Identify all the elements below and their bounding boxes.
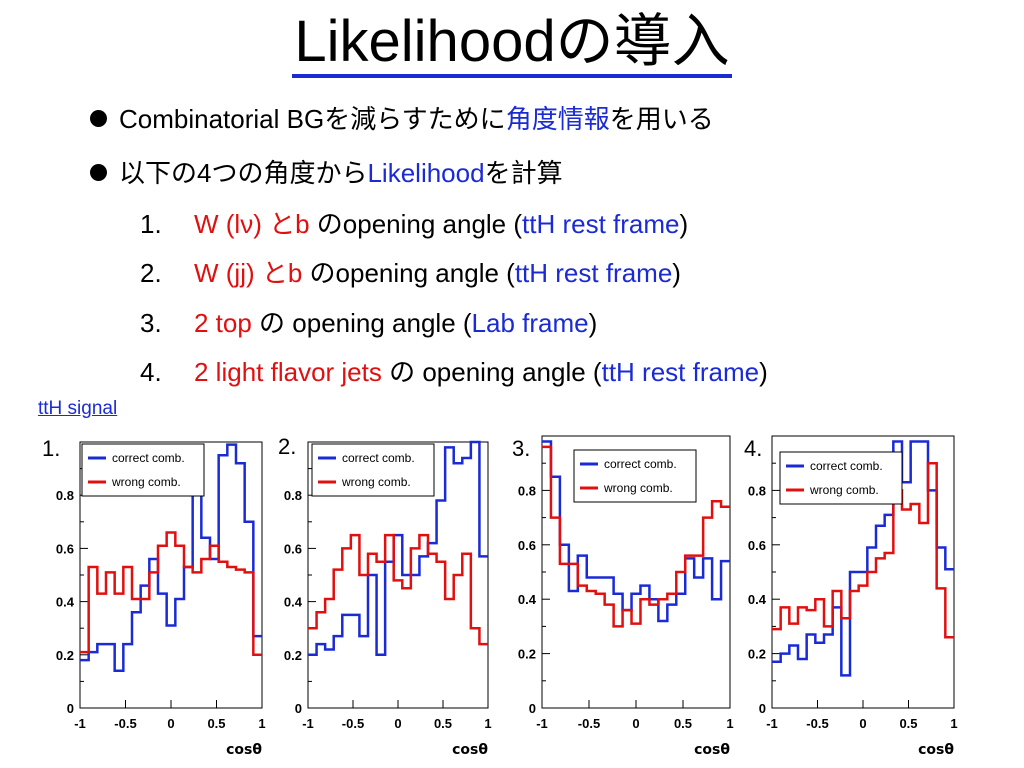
x-tick-label: 1 <box>950 716 957 731</box>
y-tick-label: 0.4 <box>518 592 537 607</box>
legend-label: correct comb. <box>342 451 415 465</box>
y-tick-label: 0.8 <box>518 483 536 498</box>
x-tick-label: 0.5 <box>899 716 917 731</box>
x-tick-label: 1 <box>726 716 733 731</box>
y-tick-label: 0.4 <box>56 595 75 610</box>
x-tick-label: 0.5 <box>674 716 692 731</box>
legend: correct comb. wrong comb. <box>573 449 697 503</box>
slide-title-text: Likelihoodの導入 <box>292 9 732 78</box>
histogram-2: 0 0.2 0.4 0.6 0.8 -1 -0.5 0 0.5 1 cosθ correct comb… <box>284 440 492 758</box>
slide-title: Likelihoodの導入 <box>0 6 1024 78</box>
legend-label: correct comb. <box>112 451 185 465</box>
legend-box <box>81 443 205 497</box>
x-tick-label: 0.5 <box>207 716 225 731</box>
bullet-2: 以下の4つの角度からLikelihoodを計算 <box>90 156 563 190</box>
x-tick-label: -1 <box>74 716 86 731</box>
x-tick-label: -0.5 <box>806 716 828 731</box>
histogram-series-correct <box>308 440 488 657</box>
x-axis-title: cosθ <box>918 742 954 758</box>
signal-link[interactable]: ttH signal <box>38 398 118 419</box>
x-tick-label: -0.5 <box>342 716 364 731</box>
histogram-1: 0 0.2 0.4 0.6 0.8 -1 -0.5 0 0.5 1 cosθ correct comb… <box>56 441 266 758</box>
y-tick-label: 0.6 <box>748 538 766 553</box>
x-axis-title: cosθ <box>226 742 262 758</box>
x-tick-label: 0 <box>167 716 174 731</box>
histogram-series-wrong <box>772 461 954 639</box>
legend-label: wrong comb. <box>603 481 673 495</box>
histogram-3: 0 0.2 0.4 0.6 0.8 -1 -0.5 0 0.5 1 cosθ correct comb… <box>518 435 734 758</box>
y-tick-label: 0.6 <box>518 538 536 553</box>
x-tick-label: -1 <box>766 716 778 731</box>
histogram-series-wrong <box>542 445 730 628</box>
legend: correct comb. wrong comb. <box>81 443 205 497</box>
x-tick-label: -1 <box>302 716 314 731</box>
item-2: 2. W (jj) とb のopening angle (ttH rest fra… <box>140 258 681 288</box>
histogram-series-correct <box>772 440 954 677</box>
x-tick-label: -0.5 <box>114 716 136 731</box>
legend: correct comb. wrong comb. <box>311 443 435 497</box>
x-axis-title: cosθ <box>694 742 730 758</box>
legend-box <box>311 443 435 497</box>
panel-label: 1. <box>42 436 61 461</box>
histogram-panel-1: 1. 0 0.2 0.4 0.6 0.8 -1 -0.5 0 0.5 1 cosθ correct c… <box>38 420 278 768</box>
y-tick-label: 0.2 <box>748 647 766 662</box>
y-tick-label: 0.2 <box>56 648 74 663</box>
item-1: 1. W (lν) とb のopening angle (ttH rest fra… <box>140 209 689 239</box>
y-tick-label: 0 <box>67 701 74 716</box>
x-tick-label: 0 <box>632 716 639 731</box>
y-tick-label: 0.6 <box>284 541 302 556</box>
x-tick-label: 0 <box>394 716 401 731</box>
panel-label: 3. <box>512 436 531 461</box>
x-tick-label: -0.5 <box>578 716 600 731</box>
x-tick-label: -1 <box>536 716 548 731</box>
histogram-panel-3: 3. 0 0.2 0.4 0.6 0.8 -1 -0.5 0 0.5 1 cosθ correct c… <box>506 420 746 768</box>
bullet-dot-icon <box>90 164 107 181</box>
histogram-4: 0 0.2 0.4 0.6 0.8 -1 -0.5 0 0.5 1 cosθ correct comb… <box>748 435 958 758</box>
y-tick-label: 0.4 <box>284 595 303 610</box>
y-tick-label: 0 <box>529 701 536 716</box>
y-tick-label: 0.8 <box>56 488 74 503</box>
histogram-series-correct <box>542 440 730 623</box>
y-tick-label: 0.6 <box>56 541 74 556</box>
legend-label: correct comb. <box>604 457 677 471</box>
panel-label: 2. <box>278 434 297 459</box>
histogram-series-correct <box>80 443 262 673</box>
legend-label: wrong comb. <box>111 475 181 489</box>
y-tick-label: 0 <box>295 701 302 716</box>
legend-label: wrong comb. <box>809 483 879 497</box>
histogram-panel-2: 2. 0 0.2 0.4 0.6 0.8 -1 -0.5 0 0.5 1 cosθ correct c… <box>272 420 512 768</box>
x-axis-title: cosθ <box>452 742 488 758</box>
y-tick-label: 0.4 <box>748 592 767 607</box>
y-tick-label: 0 <box>759 701 766 716</box>
bullet-dot-icon <box>90 110 107 127</box>
item-3: 3. 2 top の opening angle (Lab frame) <box>140 308 598 338</box>
x-tick-label: 0 <box>859 716 866 731</box>
x-tick-label: 1 <box>484 716 491 731</box>
y-tick-label: 0.8 <box>748 483 766 498</box>
legend: correct comb. wrong comb. <box>779 451 903 505</box>
y-tick-label: 0.2 <box>284 648 302 663</box>
bullet-1: Combinatorial BGを減らすために角度情報を用いる <box>90 102 714 136</box>
panel-label: 4. <box>744 436 763 461</box>
histogram-panel-4: 4. 0 0.2 0.4 0.6 0.8 -1 -0.5 0 0.5 1 cosθ correct c… <box>740 420 980 768</box>
x-tick-label: 0.5 <box>434 716 452 731</box>
legend-label: correct comb. <box>810 459 883 473</box>
legend-label: wrong comb. <box>341 475 411 489</box>
histogram-series-wrong <box>308 533 488 646</box>
item-4: 4. 2 light flavor jets の opening angle (t… <box>140 357 768 387</box>
legend-box <box>779 451 903 505</box>
y-tick-label: 0.8 <box>284 488 302 503</box>
y-tick-label: 0.2 <box>518 647 536 662</box>
histogram-series-wrong <box>80 531 262 657</box>
x-tick-label: 1 <box>258 716 265 731</box>
legend-box <box>573 449 697 503</box>
